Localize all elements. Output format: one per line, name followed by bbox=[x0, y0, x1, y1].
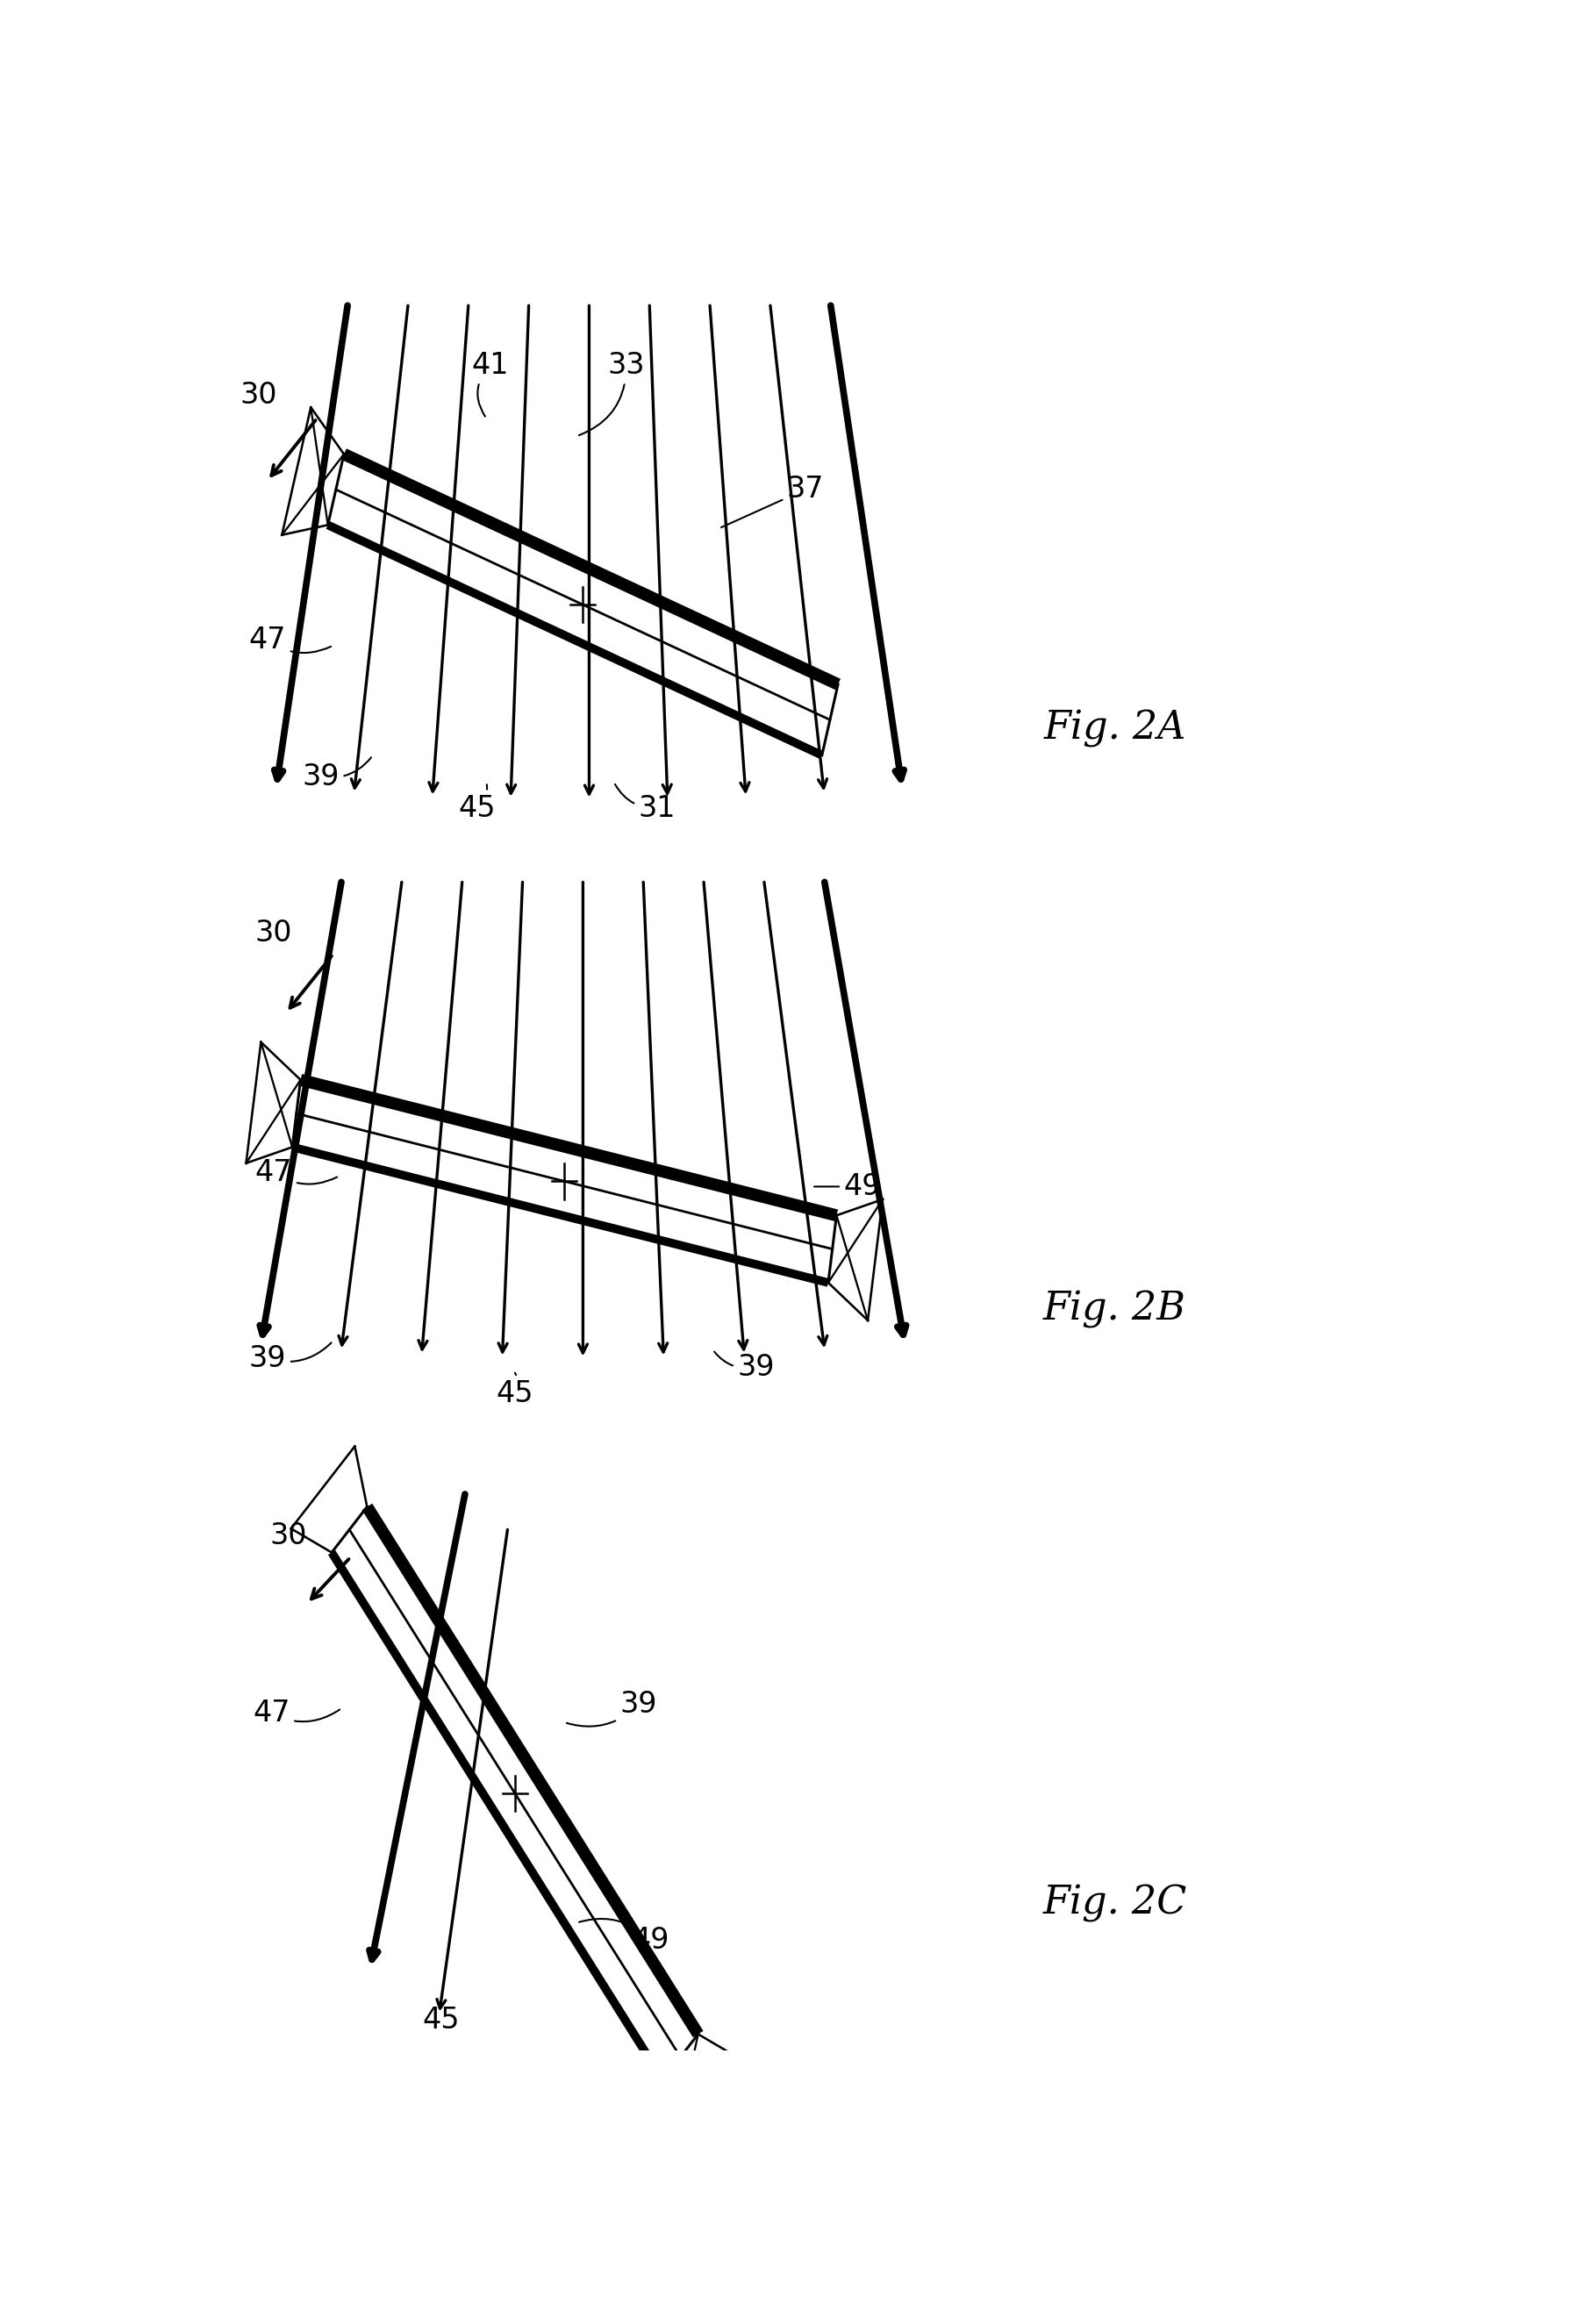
Text: Fig. 2B: Fig. 2B bbox=[1044, 1290, 1186, 1327]
Text: 45: 45 bbox=[496, 1373, 533, 1408]
Text: 30: 30 bbox=[255, 919, 292, 947]
Text: 37: 37 bbox=[721, 475, 824, 528]
Text: 45: 45 bbox=[458, 783, 495, 823]
Text: Fig. 2A: Fig. 2A bbox=[1044, 710, 1186, 749]
Text: 30: 30 bbox=[270, 1521, 306, 1551]
Text: 41: 41 bbox=[471, 350, 509, 417]
Text: 30: 30 bbox=[241, 380, 278, 410]
Text: 47: 47 bbox=[255, 1159, 337, 1187]
Text: 39: 39 bbox=[715, 1352, 774, 1382]
Text: Fig. 2C: Fig. 2C bbox=[1042, 1885, 1187, 1922]
Text: 39: 39 bbox=[249, 1343, 332, 1373]
Text: 45: 45 bbox=[421, 2000, 460, 2034]
Text: 47: 47 bbox=[249, 627, 330, 654]
Text: 47: 47 bbox=[252, 1698, 340, 1728]
Text: 39: 39 bbox=[302, 758, 372, 790]
Text: 49: 49 bbox=[814, 1173, 881, 1200]
Text: 39: 39 bbox=[567, 1691, 658, 1726]
Text: 33: 33 bbox=[579, 350, 645, 435]
Text: 31: 31 bbox=[614, 783, 675, 823]
Text: 49: 49 bbox=[579, 1919, 670, 1956]
